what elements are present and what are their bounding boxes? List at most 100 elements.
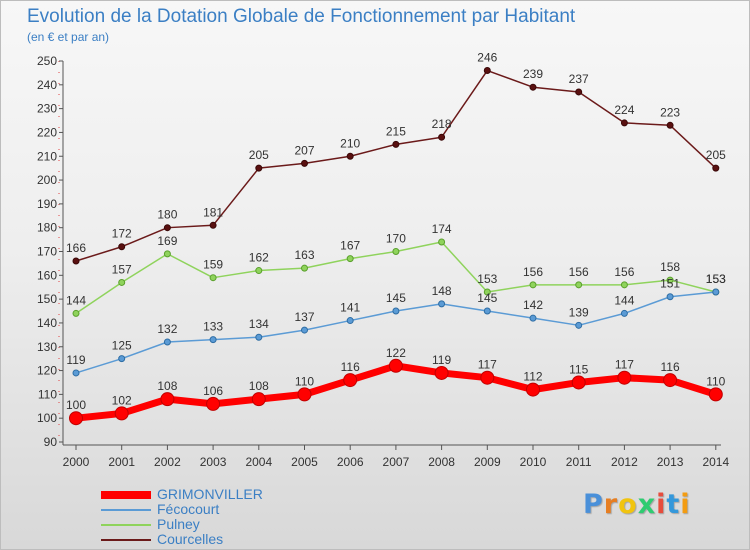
data-point bbox=[209, 274, 217, 282]
data-label: 115 bbox=[569, 362, 588, 376]
data-label: 246 bbox=[477, 51, 497, 65]
data-label: 148 bbox=[432, 284, 452, 298]
data-label: 133 bbox=[203, 320, 223, 334]
data-point bbox=[297, 387, 312, 402]
data-label: 166 bbox=[66, 241, 86, 255]
data-point bbox=[666, 276, 674, 284]
data-point bbox=[255, 164, 263, 172]
data-point bbox=[163, 224, 171, 232]
data-label: 158 bbox=[660, 260, 680, 274]
x-tick-label: 2007 bbox=[383, 455, 410, 469]
data-point bbox=[301, 326, 308, 334]
x-tick-label: 2010 bbox=[520, 455, 547, 469]
y-tick-label: 240 bbox=[37, 78, 57, 92]
data-point bbox=[251, 392, 266, 407]
data-point bbox=[160, 392, 175, 407]
y-tick-label: 210 bbox=[37, 149, 57, 163]
legend-swatch bbox=[101, 539, 151, 541]
y-tick-label: 180 bbox=[37, 221, 57, 235]
data-label: 110 bbox=[706, 374, 725, 388]
legend-swatch bbox=[101, 491, 151, 499]
data-label: 218 bbox=[432, 117, 452, 131]
data-point bbox=[388, 358, 403, 373]
y-tick-label: 150 bbox=[37, 292, 57, 306]
data-point bbox=[114, 406, 129, 421]
data-label: 116 bbox=[341, 360, 360, 374]
data-label: 156 bbox=[523, 265, 543, 279]
data-point bbox=[392, 140, 400, 148]
data-label: 141 bbox=[340, 301, 360, 315]
logo-letter: t bbox=[666, 489, 681, 520]
data-label: 102 bbox=[112, 393, 132, 407]
data-point bbox=[620, 281, 628, 289]
data-label: 181 bbox=[203, 205, 223, 219]
data-label: 122 bbox=[386, 346, 406, 360]
chart-title: Evolution de la Dotation Globale de Fonc… bbox=[27, 6, 576, 27]
data-label: 110 bbox=[295, 374, 314, 388]
data-point bbox=[255, 333, 263, 341]
data-label: 144 bbox=[614, 293, 634, 307]
data-label: 210 bbox=[340, 136, 360, 150]
x-tick-label: 2011 bbox=[566, 455, 592, 469]
data-label: 180 bbox=[157, 208, 177, 222]
y-tick-label: 170 bbox=[37, 245, 57, 259]
data-label: 119 bbox=[432, 353, 451, 367]
data-label: 205 bbox=[249, 148, 269, 162]
data-label: 100 bbox=[66, 398, 86, 412]
data-label: 167 bbox=[340, 239, 360, 253]
data-point bbox=[163, 338, 171, 346]
x-tick-label: 2003 bbox=[200, 455, 227, 469]
y-tick-label: 220 bbox=[37, 125, 57, 139]
data-point bbox=[346, 152, 354, 160]
data-point bbox=[118, 243, 126, 251]
data-label: 145 bbox=[477, 291, 497, 305]
data-label: 172 bbox=[112, 227, 132, 241]
data-point bbox=[69, 411, 83, 426]
x-tick-label: 2005 bbox=[291, 455, 318, 469]
data-point bbox=[346, 317, 354, 325]
data-label: 215 bbox=[386, 124, 406, 138]
data-point bbox=[620, 309, 628, 317]
data-point bbox=[206, 396, 221, 411]
data-point bbox=[392, 307, 400, 315]
x-tick-label: 2008 bbox=[428, 455, 455, 469]
data-point bbox=[72, 257, 80, 265]
logo-letter: i bbox=[656, 489, 667, 520]
data-label: 134 bbox=[249, 317, 269, 331]
logo-letter: x bbox=[637, 489, 657, 520]
data-point bbox=[343, 373, 358, 388]
data-label: 144 bbox=[66, 293, 86, 307]
data-point bbox=[483, 67, 491, 75]
data-label: 106 bbox=[203, 384, 223, 398]
data-point bbox=[620, 119, 628, 127]
data-point bbox=[438, 133, 446, 141]
data-point bbox=[712, 164, 720, 172]
series-courcelles: 166 172 180 181 205 207 210 215 218 246 239 237 224 2… bbox=[66, 51, 726, 265]
y-tick-label: 120 bbox=[37, 364, 57, 378]
x-tick-label: 2009 bbox=[474, 455, 501, 469]
x-tick-label: 2013 bbox=[657, 455, 684, 469]
data-point bbox=[526, 382, 540, 397]
legend-swatch bbox=[101, 524, 151, 526]
x-tick-label: 2000 bbox=[63, 455, 90, 469]
y-tick-label: 160 bbox=[37, 268, 57, 282]
data-point bbox=[666, 293, 674, 301]
data-label: 116 bbox=[661, 360, 680, 374]
data-label: 174 bbox=[432, 222, 452, 236]
data-label: 153 bbox=[706, 272, 726, 286]
data-point bbox=[483, 288, 491, 296]
data-label: 151 bbox=[660, 277, 680, 291]
data-point bbox=[483, 307, 491, 315]
data-point bbox=[712, 288, 720, 296]
y-tick-label: 230 bbox=[37, 102, 57, 116]
data-point bbox=[663, 373, 678, 388]
legend-label: GRIMONVILLER bbox=[157, 486, 263, 502]
y-tick-label: 140 bbox=[37, 316, 57, 330]
data-point bbox=[666, 121, 674, 129]
data-point bbox=[617, 370, 632, 385]
data-label: 145 bbox=[386, 291, 406, 305]
data-point bbox=[529, 83, 537, 91]
proxiti-logo: Proxiti bbox=[583, 489, 691, 520]
